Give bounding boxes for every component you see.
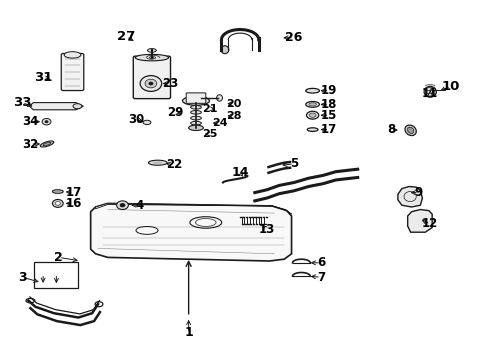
Ellipse shape [148, 160, 167, 165]
Text: 34: 34 [22, 115, 39, 128]
Text: 10: 10 [441, 80, 460, 93]
Text: 16: 16 [65, 197, 82, 210]
Ellipse shape [55, 190, 61, 192]
Polygon shape [398, 186, 422, 207]
Text: 22: 22 [166, 158, 182, 171]
Ellipse shape [152, 161, 163, 164]
Ellipse shape [182, 96, 210, 105]
Text: 28: 28 [226, 111, 242, 121]
Text: 24: 24 [212, 118, 227, 128]
Text: 5: 5 [290, 157, 298, 170]
Text: 15: 15 [321, 109, 338, 122]
Text: 12: 12 [422, 217, 439, 230]
Ellipse shape [52, 190, 63, 193]
Ellipse shape [309, 103, 317, 106]
Ellipse shape [73, 104, 82, 109]
Text: 1: 1 [184, 327, 193, 339]
Text: 31: 31 [34, 71, 52, 84]
Circle shape [140, 76, 162, 91]
Ellipse shape [135, 54, 169, 61]
Text: 30: 30 [128, 113, 145, 126]
Text: 9: 9 [415, 186, 423, 199]
Ellipse shape [64, 51, 81, 58]
Text: 27: 27 [117, 30, 136, 43]
Text: 17: 17 [65, 186, 82, 199]
Circle shape [52, 199, 63, 207]
Text: 11: 11 [422, 87, 439, 100]
Text: 14: 14 [231, 166, 249, 179]
Circle shape [148, 82, 153, 85]
Ellipse shape [191, 105, 201, 109]
Text: 3: 3 [18, 271, 26, 284]
FancyBboxPatch shape [61, 53, 84, 90]
Ellipse shape [307, 111, 319, 119]
Ellipse shape [43, 142, 51, 146]
Text: 4: 4 [136, 199, 144, 212]
Bar [34, 262, 78, 288]
Text: 21: 21 [202, 104, 218, 114]
FancyBboxPatch shape [133, 56, 171, 99]
Polygon shape [91, 203, 292, 261]
Ellipse shape [217, 95, 222, 101]
Text: 13: 13 [259, 223, 275, 236]
Text: 7: 7 [317, 271, 325, 284]
Ellipse shape [408, 127, 414, 134]
Text: 17: 17 [321, 123, 338, 136]
Ellipse shape [306, 89, 319, 93]
Polygon shape [408, 210, 432, 232]
Ellipse shape [306, 102, 319, 107]
Text: 19: 19 [321, 84, 338, 97]
Circle shape [120, 203, 125, 207]
Text: 33: 33 [13, 96, 31, 109]
Circle shape [42, 118, 51, 125]
Ellipse shape [424, 86, 436, 97]
Ellipse shape [147, 49, 156, 52]
Text: 26: 26 [285, 31, 303, 44]
Ellipse shape [307, 128, 318, 131]
Text: 6: 6 [317, 256, 325, 269]
Text: 20: 20 [226, 99, 242, 109]
Text: 32: 32 [22, 138, 39, 150]
Text: 25: 25 [202, 129, 218, 139]
Ellipse shape [189, 125, 203, 130]
Ellipse shape [309, 113, 316, 117]
Ellipse shape [143, 120, 151, 125]
Ellipse shape [40, 141, 54, 147]
Circle shape [45, 120, 49, 123]
FancyBboxPatch shape [186, 93, 206, 103]
Text: 18: 18 [321, 98, 338, 111]
Ellipse shape [405, 125, 416, 136]
Text: 2: 2 [54, 251, 63, 264]
Text: 29: 29 [167, 106, 184, 119]
Circle shape [55, 202, 60, 205]
Text: 8: 8 [387, 123, 395, 136]
Text: 23: 23 [162, 77, 179, 90]
Circle shape [145, 79, 157, 88]
Ellipse shape [191, 116, 201, 120]
Ellipse shape [221, 46, 229, 54]
Circle shape [117, 201, 128, 210]
Ellipse shape [191, 111, 201, 114]
Ellipse shape [191, 121, 201, 125]
Polygon shape [29, 103, 83, 110]
Polygon shape [96, 203, 292, 214]
